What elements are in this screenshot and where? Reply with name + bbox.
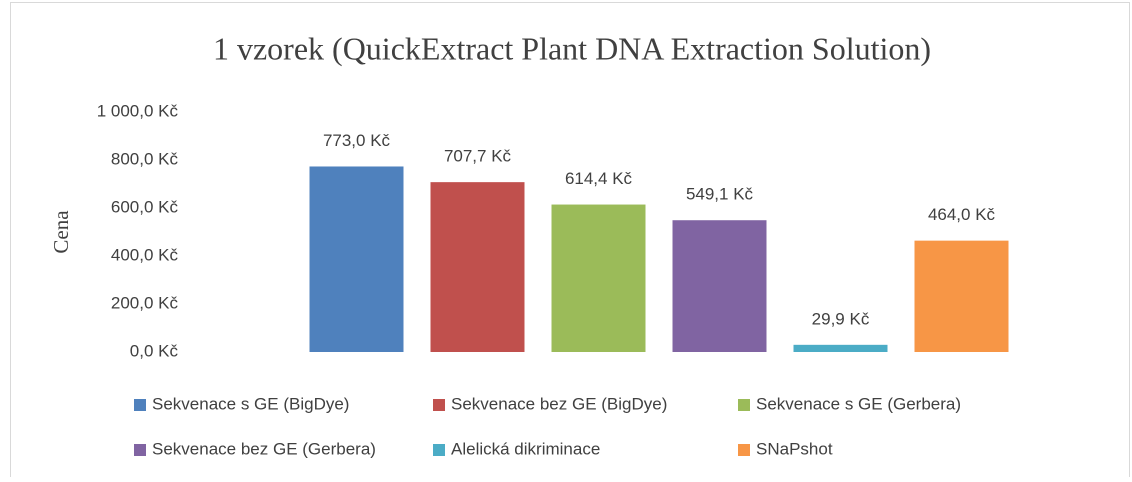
legend-label: Sekvenace s GE (Gerbera) [756,394,961,413]
data-label: 549,1 Kč [686,185,754,204]
legend-label: Sekvenace bez GE (BigDye) [451,394,667,413]
y-tick-label: 600,0 Kč [111,197,179,216]
data-label: 29,9 Kč [812,309,870,328]
chart-title: 1 vzorek (QuickExtract Plant DNA Extract… [213,30,931,66]
bar [672,220,767,352]
y-axis-label: Cena [49,210,73,254]
y-tick-label: 200,0 Kč [111,293,179,312]
data-label: 614,4 Kč [565,169,633,188]
y-tick-label: 400,0 Kč [111,245,179,264]
bar [309,166,404,352]
legend-swatch [433,444,445,456]
bar [430,182,525,352]
legend-label: Sekvenace s GE (BigDye) [152,394,349,413]
data-label: 707,7 Kč [444,147,512,166]
bar [793,344,888,352]
legend-swatch [433,399,445,411]
bar [914,240,1009,352]
bar [551,204,646,352]
y-tick-label: 800,0 Kč [111,149,179,168]
legend-label: Sekvenace bez GE (Gerbera) [152,439,376,458]
legend-label: Alelická dikriminace [451,439,600,458]
legend-swatch [134,399,146,411]
y-tick-label: 1 000,0 Kč [97,101,179,120]
data-label: 773,0 Kč [323,131,391,150]
chart-border [10,2,1130,482]
legend-label: SNaPshot [756,439,833,458]
y-tick-label: 0,0 Kč [130,341,179,360]
legend-swatch [738,399,750,411]
legend-swatch [134,444,146,456]
legend-swatch [738,444,750,456]
data-label: 464,0 Kč [928,205,996,224]
